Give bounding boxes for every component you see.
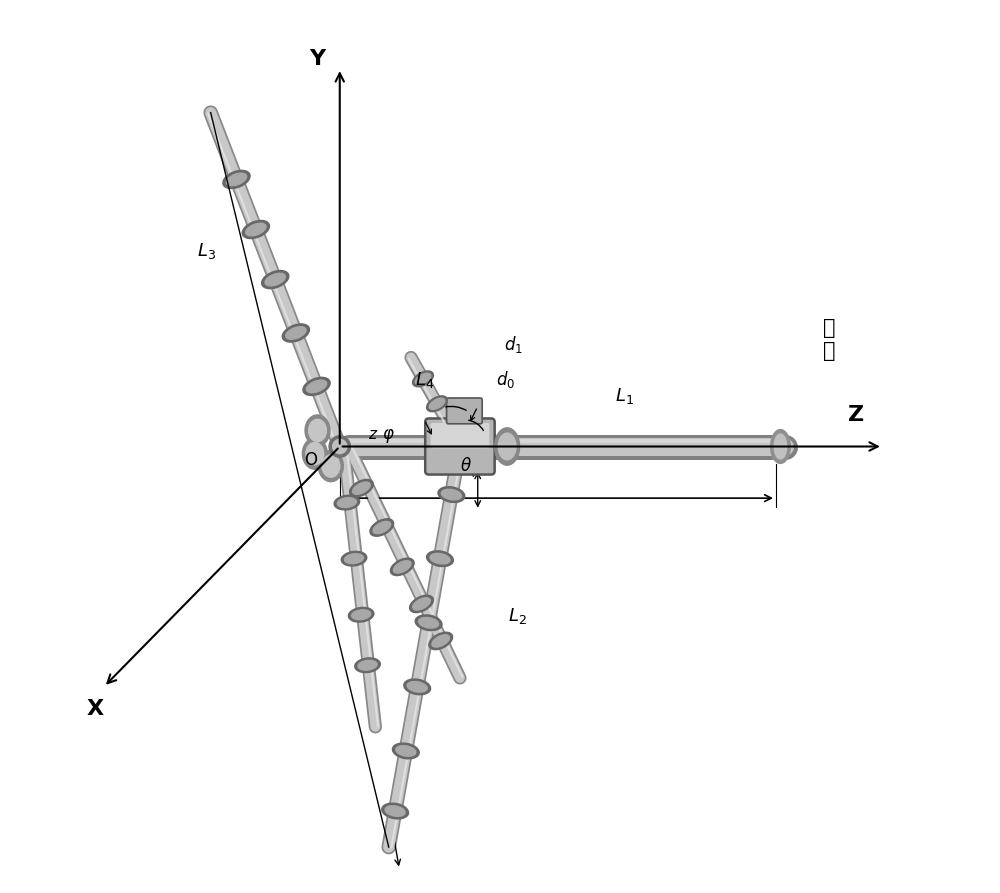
Ellipse shape <box>305 415 330 446</box>
Ellipse shape <box>385 805 405 816</box>
Ellipse shape <box>419 617 439 628</box>
Ellipse shape <box>350 480 373 497</box>
Ellipse shape <box>306 443 324 464</box>
Text: $z$: $z$ <box>368 428 379 442</box>
FancyBboxPatch shape <box>431 423 489 448</box>
Ellipse shape <box>427 551 453 566</box>
Text: $d_1$: $d_1$ <box>504 334 523 355</box>
Ellipse shape <box>429 398 445 409</box>
Text: $\theta$: $\theta$ <box>460 457 472 475</box>
Ellipse shape <box>413 371 433 387</box>
Ellipse shape <box>396 746 416 756</box>
Text: Z: Z <box>848 405 864 425</box>
Ellipse shape <box>318 450 343 481</box>
Text: $d_0$: $d_0$ <box>496 369 515 390</box>
Ellipse shape <box>265 273 285 286</box>
Ellipse shape <box>429 632 453 649</box>
Ellipse shape <box>303 378 330 396</box>
Text: $\varphi$: $\varphi$ <box>382 427 395 445</box>
Ellipse shape <box>438 487 465 503</box>
Text: $L_2$: $L_2$ <box>508 605 527 626</box>
Text: $L_4$: $L_4$ <box>415 370 434 389</box>
Text: X: X <box>86 699 104 719</box>
Ellipse shape <box>226 173 247 186</box>
FancyBboxPatch shape <box>425 419 495 474</box>
Ellipse shape <box>355 658 380 672</box>
Ellipse shape <box>404 679 431 695</box>
Ellipse shape <box>393 561 411 573</box>
Ellipse shape <box>242 221 269 238</box>
Ellipse shape <box>370 519 394 536</box>
Ellipse shape <box>407 681 427 692</box>
Ellipse shape <box>246 223 266 236</box>
Ellipse shape <box>390 558 414 576</box>
Ellipse shape <box>415 373 431 385</box>
Ellipse shape <box>322 455 340 477</box>
Ellipse shape <box>771 430 790 463</box>
Ellipse shape <box>382 803 409 819</box>
Ellipse shape <box>495 428 520 465</box>
Ellipse shape <box>413 597 430 610</box>
Ellipse shape <box>334 496 360 510</box>
Text: O: O <box>305 451 318 469</box>
FancyBboxPatch shape <box>447 398 482 424</box>
Ellipse shape <box>415 615 442 630</box>
Ellipse shape <box>432 635 450 647</box>
Text: 声
源: 声 源 <box>823 318 836 362</box>
Ellipse shape <box>309 420 326 442</box>
Ellipse shape <box>410 595 433 613</box>
Ellipse shape <box>223 171 250 188</box>
Ellipse shape <box>430 554 450 564</box>
Ellipse shape <box>262 271 289 288</box>
Ellipse shape <box>358 660 377 670</box>
Ellipse shape <box>785 275 874 405</box>
Ellipse shape <box>441 489 461 500</box>
Ellipse shape <box>286 327 306 339</box>
Ellipse shape <box>774 434 787 459</box>
Ellipse shape <box>498 433 516 460</box>
Ellipse shape <box>352 610 371 620</box>
Ellipse shape <box>333 439 347 454</box>
Text: Y: Y <box>309 49 326 70</box>
Ellipse shape <box>302 438 327 469</box>
Text: $L_1$: $L_1$ <box>615 387 634 406</box>
Ellipse shape <box>353 482 370 495</box>
Ellipse shape <box>282 324 309 342</box>
Ellipse shape <box>337 497 356 507</box>
Ellipse shape <box>392 743 419 759</box>
Text: $L_3$: $L_3$ <box>197 240 216 261</box>
Ellipse shape <box>427 396 447 412</box>
Ellipse shape <box>344 554 364 563</box>
Ellipse shape <box>373 522 391 534</box>
Ellipse shape <box>306 380 327 393</box>
Ellipse shape <box>341 551 367 566</box>
Ellipse shape <box>329 436 350 457</box>
Ellipse shape <box>348 607 374 622</box>
